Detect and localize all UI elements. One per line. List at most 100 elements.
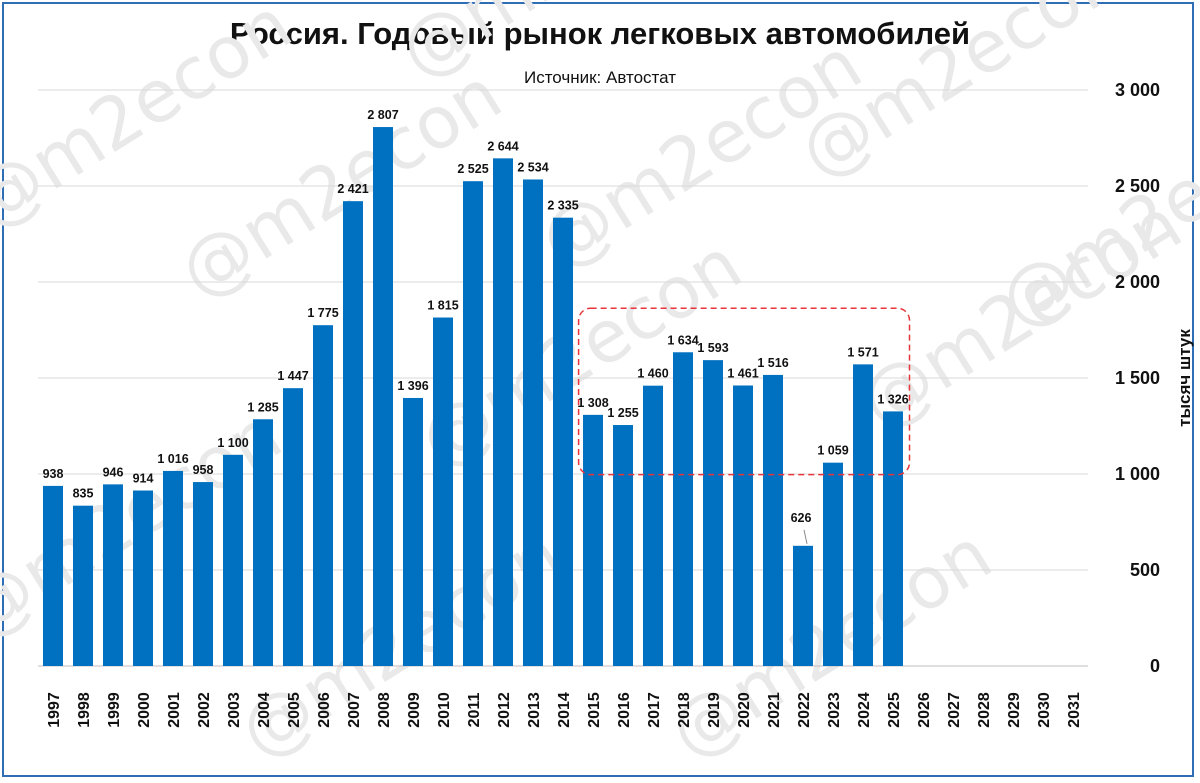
data-label: 1 059 [817,444,848,458]
x-tick-label: 2029 [1006,692,1023,728]
bar [103,484,123,666]
x-tick-label: 2010 [436,692,453,728]
y-tick-label: 2 500 [1115,176,1160,196]
bar [193,482,213,666]
x-tick-label: 2009 [406,692,423,728]
data-label: 1 461 [727,366,758,380]
x-tick-label: 2001 [166,692,183,728]
x-tick-label: 2019 [706,692,723,728]
y-tick-label: 1 500 [1115,368,1160,388]
chart-subtitle: Источник: Автостат [523,68,677,87]
x-tick-label: 2021 [766,692,783,728]
bar [373,127,393,666]
x-tick-label: 2018 [676,692,693,728]
y-tick-label: 0 [1150,656,1160,676]
chart-title: Россия. Годовый рынок легковых автомобил… [229,16,971,51]
bar [763,374,783,666]
x-tick-label: 2004 [256,692,273,728]
x-tick-label: 2020 [736,692,753,728]
bar [343,201,363,666]
x-tick-label: 1997 [46,692,63,728]
bar [733,385,753,666]
data-label: 946 [103,465,124,479]
bar [313,325,333,666]
bar [613,425,633,666]
data-label: 2 644 [487,139,518,153]
bar [823,462,843,666]
data-label: 1 016 [157,452,188,466]
x-tick-label: 1998 [76,692,93,728]
x-tick-label: 2002 [196,692,213,728]
bar [703,360,723,666]
x-tick-label: 2015 [586,692,603,728]
bar [463,181,483,666]
data-label: 1 634 [667,333,698,347]
bar [853,364,873,666]
watermark-text: @m2econ [384,0,735,94]
y-tick-label: 3 000 [1115,80,1160,100]
x-tick-label: 2006 [316,692,333,728]
x-tick-label: 2005 [286,692,303,728]
data-label: 2 807 [367,108,398,122]
x-tick-label: 2003 [226,692,243,728]
x-tick-label: 2028 [976,692,993,728]
data-label: 1 326 [877,392,908,406]
y-tick-label: 500 [1130,560,1160,580]
data-label: 914 [133,472,154,486]
data-label: 626 [791,511,812,525]
y-tick-label: 2 000 [1115,272,1160,292]
data-label: 958 [193,463,214,477]
x-tick-label: 2012 [496,692,513,728]
data-label: 835 [73,487,94,501]
x-tick-label: 2030 [1036,692,1053,728]
bar [73,505,93,666]
bar [283,388,303,666]
x-tick-label: 2014 [556,692,573,728]
x-tick-label: 2031 [1066,692,1083,728]
data-label: 1 571 [847,345,878,359]
bar [223,454,243,666]
data-label: 1 447 [277,369,308,383]
y-tick-label: 1 000 [1115,464,1160,484]
data-label: 1 593 [697,341,728,355]
bar [883,411,903,666]
watermark-text: @m2econ [224,512,575,775]
x-tick-label: 2026 [916,692,933,728]
data-label: 1 516 [757,356,788,370]
x-tick-label: 2008 [376,692,393,728]
x-tick-label: 2011 [466,693,483,728]
x-tick-label: 2025 [886,692,903,728]
x-tick-label: 2023 [826,692,843,728]
x-tick-label: 2022 [796,692,813,728]
bar [793,545,813,666]
data-label: 1 396 [397,379,428,393]
watermark-text: @m2econ [784,0,1135,194]
bar [163,470,183,666]
x-tick-label: 2000 [136,692,153,728]
data-label: 2 525 [457,162,488,176]
data-label: 1 460 [637,367,668,381]
x-tick-label: 1999 [106,692,123,728]
bar [553,217,573,666]
bar [403,397,423,666]
bar [493,158,513,667]
bar [253,419,273,666]
data-label: 2 335 [547,199,578,213]
data-label: 1 815 [427,299,458,313]
data-label: 1 100 [217,436,248,450]
data-label: 2 421 [337,182,368,196]
x-tick-label: 2017 [646,692,663,728]
x-tick-label: 2013 [526,692,543,728]
bar [433,317,453,666]
bar [643,385,663,666]
x-tick-label: 2016 [616,692,633,728]
bar [673,352,693,666]
y-axis-label: тысяч штук [1175,329,1194,427]
highlight-box [577,307,911,476]
label-leader-line [803,529,808,544]
x-tick-label: 2007 [346,692,363,728]
data-label: 938 [43,467,64,481]
bar [583,414,603,666]
data-label: 1 255 [607,406,638,420]
